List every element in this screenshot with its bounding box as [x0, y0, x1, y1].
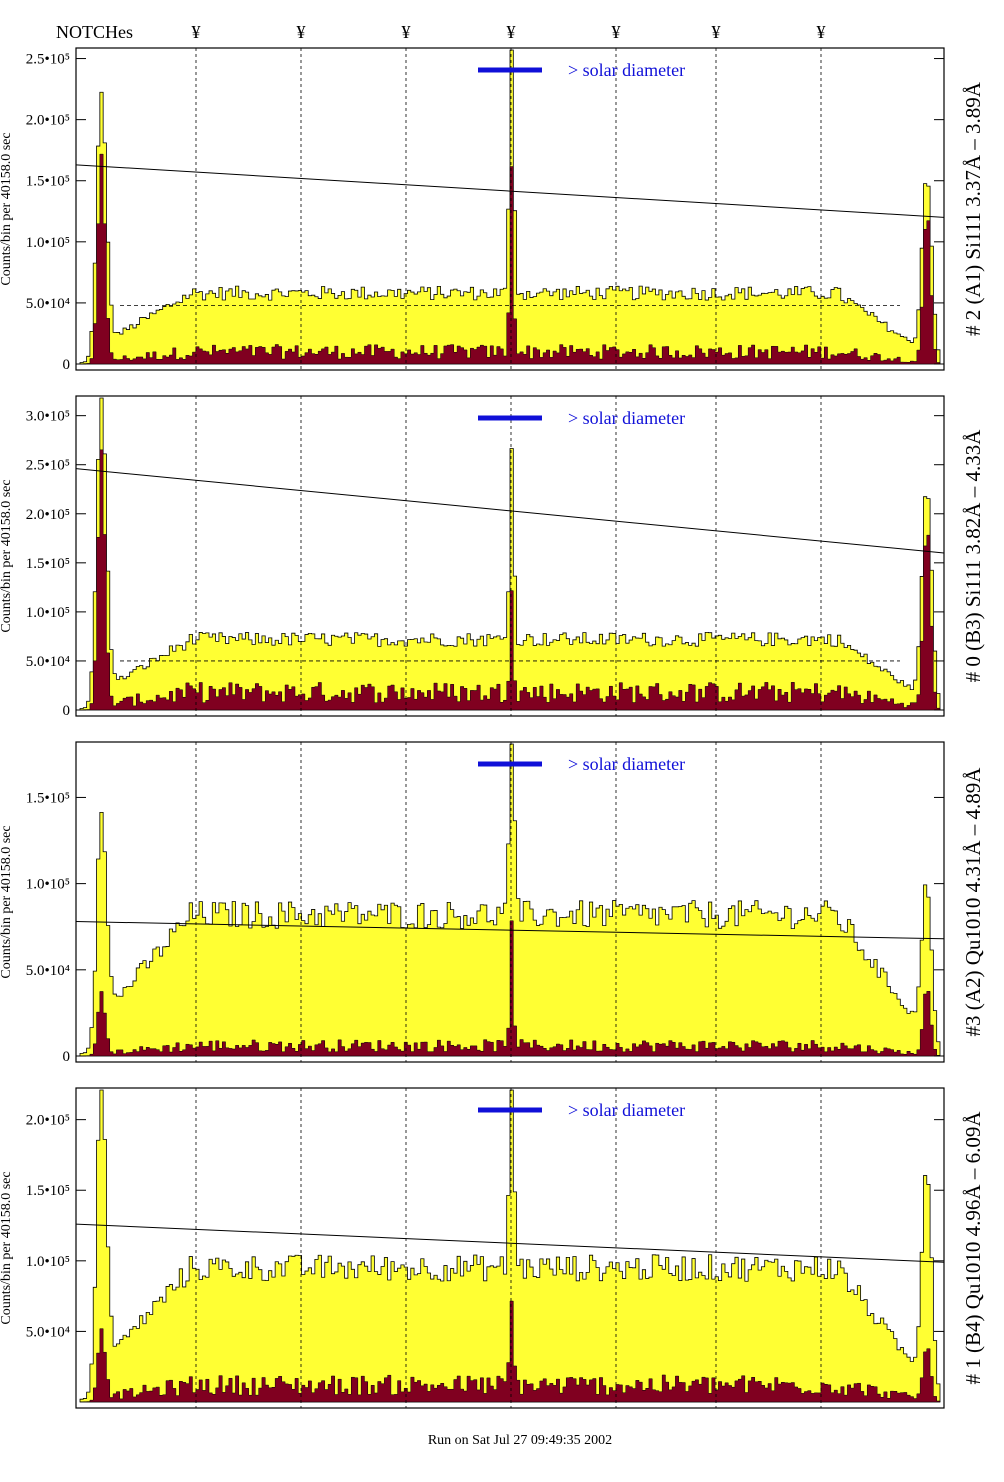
chart-panel: 0 5.0•10⁴ 1.0•10⁵ 1.5•10⁵ Counts/bin per 401…: [0, 741, 985, 1065]
notches-label: NOTCHes: [56, 22, 133, 42]
y-tick-label: 2.5•10⁵: [26, 52, 70, 68]
y-tick-label: 2.5•10⁵: [26, 458, 70, 474]
histogram-subset: [79, 153, 941, 365]
y-tick-label: 5.0•10⁴: [26, 963, 70, 979]
solar-diameter-label: > solar diameter: [568, 408, 685, 428]
panel-side-label: # 1 (B4) Qu1010 4.96Å – 6.09Å: [961, 1111, 985, 1385]
solar-diameter-label: > solar diameter: [568, 1100, 685, 1120]
y-tick-label: 1.0•10⁵: [26, 235, 70, 251]
histogram-subset: [79, 920, 941, 1057]
histogram-total: [79, 1089, 941, 1403]
histogram-subset: [79, 1300, 941, 1403]
histogram-total: [79, 397, 941, 711]
y-tick-label: 1.5•10⁵: [26, 790, 70, 806]
chart-panel: 0 5.0•10⁴ 1.0•10⁵ 1.5•10⁵ 2.0•10⁵ 2.5•10⁵ Coun…: [0, 47, 985, 373]
solar-diameter-label: > solar diameter: [568, 60, 685, 80]
fit-line: [75, 1223, 945, 1263]
y-tick-label: 1.5•10⁵: [26, 556, 70, 572]
y-tick-label: 5.0•10⁴: [26, 1324, 70, 1340]
run-timestamp: Run on Sat Jul 27 09:49:35 2002: [428, 1433, 612, 1448]
histogram-total: [79, 743, 941, 1057]
notch-mark: ¥: [817, 22, 826, 42]
y-tick-label: 0: [63, 1049, 71, 1065]
y-axis-label: Counts/bin per 40158.0 sec: [0, 479, 14, 632]
notch-mark: ¥: [507, 22, 516, 42]
plot-frame: [75, 47, 945, 371]
plot-frame: [75, 741, 945, 1063]
y-tick-label: 1.0•10⁵: [26, 605, 70, 621]
y-tick-label: 0: [63, 357, 71, 373]
notch-mark: ¥: [297, 22, 306, 42]
y-tick-label: 2.0•10⁵: [26, 507, 70, 523]
notch-mark: ¥: [192, 22, 201, 42]
chart-panels: 0 5.0•10⁴ 1.0•10⁵ 1.5•10⁵ 2.0•10⁵ 2.5•10⁵ Coun…: [0, 47, 985, 1409]
notch-marks: ¥ ¥ ¥ ¥ ¥ ¥ ¥: [192, 22, 826, 42]
plot-frame: [75, 1087, 945, 1409]
y-axis-label: Counts/bin per 40158.0 sec: [0, 825, 14, 978]
notch-mark: ¥: [612, 22, 621, 42]
y-tick-label: 2.0•10⁵: [26, 113, 70, 129]
notch-mark: ¥: [712, 22, 721, 42]
y-axis-label: Counts/bin per 40158.0 sec: [0, 132, 14, 285]
y-axis-label: Counts/bin per 40158.0 sec: [0, 1171, 14, 1324]
y-tick-label: 3.0•10⁵: [26, 409, 70, 425]
solar-diameter-label: > solar diameter: [568, 754, 685, 774]
fit-line: [75, 164, 945, 218]
notch-mark: ¥: [402, 22, 411, 42]
fit-line: [75, 921, 945, 940]
plot-frame: [75, 395, 945, 717]
y-tick-label: 5.0•10⁴: [26, 654, 70, 670]
panel-side-label: # 0 (B3) Si111 3.82Å – 4.33Å: [961, 429, 985, 683]
fit-line: [75, 468, 945, 554]
y-tick-label: 1.5•10⁵: [26, 1183, 70, 1199]
chart-panel: 5.0•10⁴ 1.0•10⁵ 1.5•10⁵ 2.0•10⁵ Counts/bin p…: [0, 1087, 985, 1409]
panel-side-label: # 2 (A1) Si111 3.37Å – 3.89Å: [961, 81, 985, 336]
y-tick-label: 0: [63, 703, 71, 719]
y-tick-label: 1.5•10⁵: [26, 174, 70, 190]
y-tick-label: 1.0•10⁵: [26, 1254, 70, 1270]
y-tick-label: 5.0•10⁴: [26, 296, 70, 312]
panel-side-label: #3 (A2) Qu1010 4.31Å – 4.89Å: [961, 767, 985, 1037]
y-tick-label: 1.0•10⁵: [26, 877, 70, 893]
histogram-subset: [79, 449, 941, 711]
chart-panel: 0 5.0•10⁴ 1.0•10⁵ 1.5•10⁵ 2.0•10⁵ 2.5•10⁵ 3.0•…: [0, 395, 985, 719]
y-tick-label: 2.0•10⁵: [26, 1113, 70, 1129]
